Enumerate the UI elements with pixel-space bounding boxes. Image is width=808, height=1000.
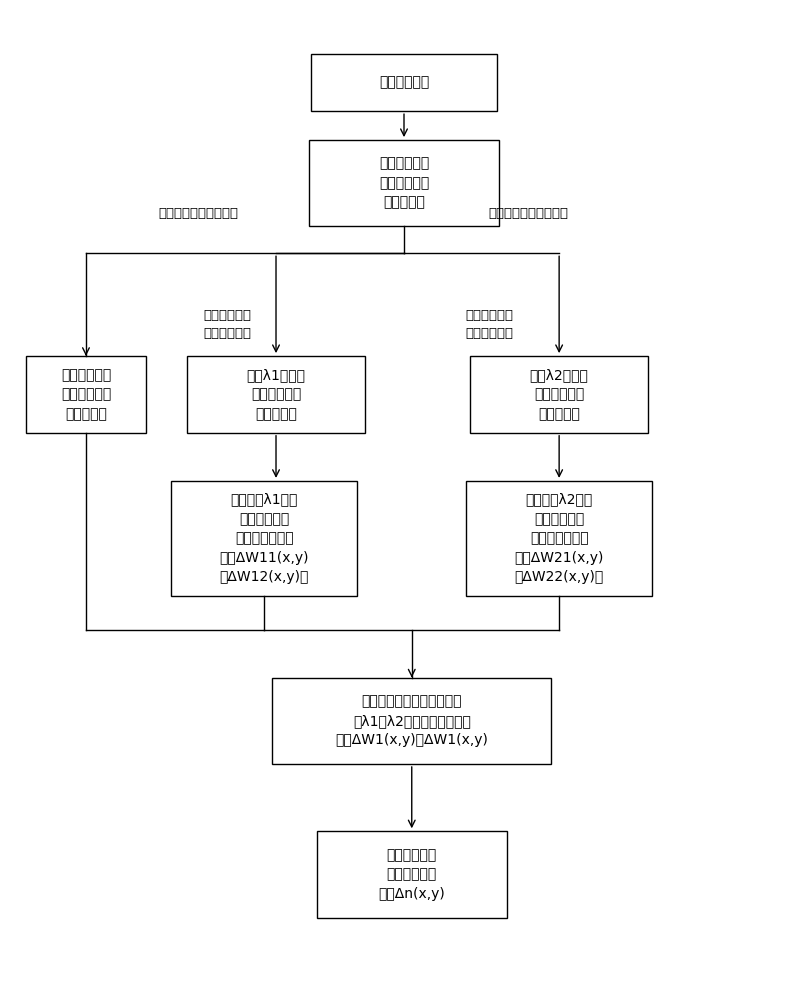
Text: 测量待测平面镜前表面: 测量待测平面镜前表面 xyxy=(488,207,568,220)
FancyBboxPatch shape xyxy=(309,140,499,226)
FancyBboxPatch shape xyxy=(466,481,652,596)
Text: 测量待测平面镜后表面: 测量待测平面镜后表面 xyxy=(158,207,238,220)
Text: 得到待测平面
镜的光学非均
匀性Δn(x,y): 得到待测平面 镜的光学非均 匀性Δn(x,y) xyxy=(378,848,445,901)
Text: 调整待测平面
镜前表面与第
一光轴垂直: 调整待测平面 镜前表面与第 一光轴垂直 xyxy=(379,157,429,210)
FancyBboxPatch shape xyxy=(470,356,648,433)
Text: 调整待测平面
镜后表面与第
一光轴垂直: 调整待测平面 镜后表面与第 一光轴垂直 xyxy=(61,368,111,421)
FancyBboxPatch shape xyxy=(311,54,497,111)
Text: 将切换反射镜
移出第三光轴: 将切换反射镜 移出第三光轴 xyxy=(203,309,251,340)
Text: 获得λ2对应的
前（后）表面
移相干涉图: 获得λ2对应的 前（后）表面 移相干涉图 xyxy=(530,368,588,421)
FancyBboxPatch shape xyxy=(26,356,146,433)
FancyBboxPatch shape xyxy=(171,481,357,596)
FancyBboxPatch shape xyxy=(187,356,365,433)
Text: 获得波长λ1对应
待测平面镜前
（后）表面波前
像差ΔW11(x,y)
（ΔW12(x,y)）: 获得波长λ1对应 待测平面镜前 （后）表面波前 像差ΔW11(x,y) （ΔW1… xyxy=(220,492,309,584)
Text: 得到第一次与第二次测量波
长λ1、λ2分别对应波前像差
差值ΔW1(x,y)、ΔW1(x,y): 得到第一次与第二次测量波 长λ1、λ2分别对应波前像差 差值ΔW1(x,y)、Δ… xyxy=(335,694,488,747)
Text: 将切换反射镜
移入第三光轴: 将切换反射镜 移入第三光轴 xyxy=(465,309,513,340)
Text: 获得波长λ2对应
待测平面镜前
（后）表面波前
像差ΔW21(x,y)
（ΔW22(x,y)）: 获得波长λ2对应 待测平面镜前 （后）表面波前 像差ΔW21(x,y) （ΔW2… xyxy=(515,492,604,584)
FancyBboxPatch shape xyxy=(317,831,507,918)
FancyBboxPatch shape xyxy=(272,678,551,764)
Text: 搭建实验装置: 搭建实验装置 xyxy=(379,75,429,89)
Text: 获得λ1对应的
前（后）表面
移相干涉图: 获得λ1对应的 前（后）表面 移相干涉图 xyxy=(246,368,305,421)
